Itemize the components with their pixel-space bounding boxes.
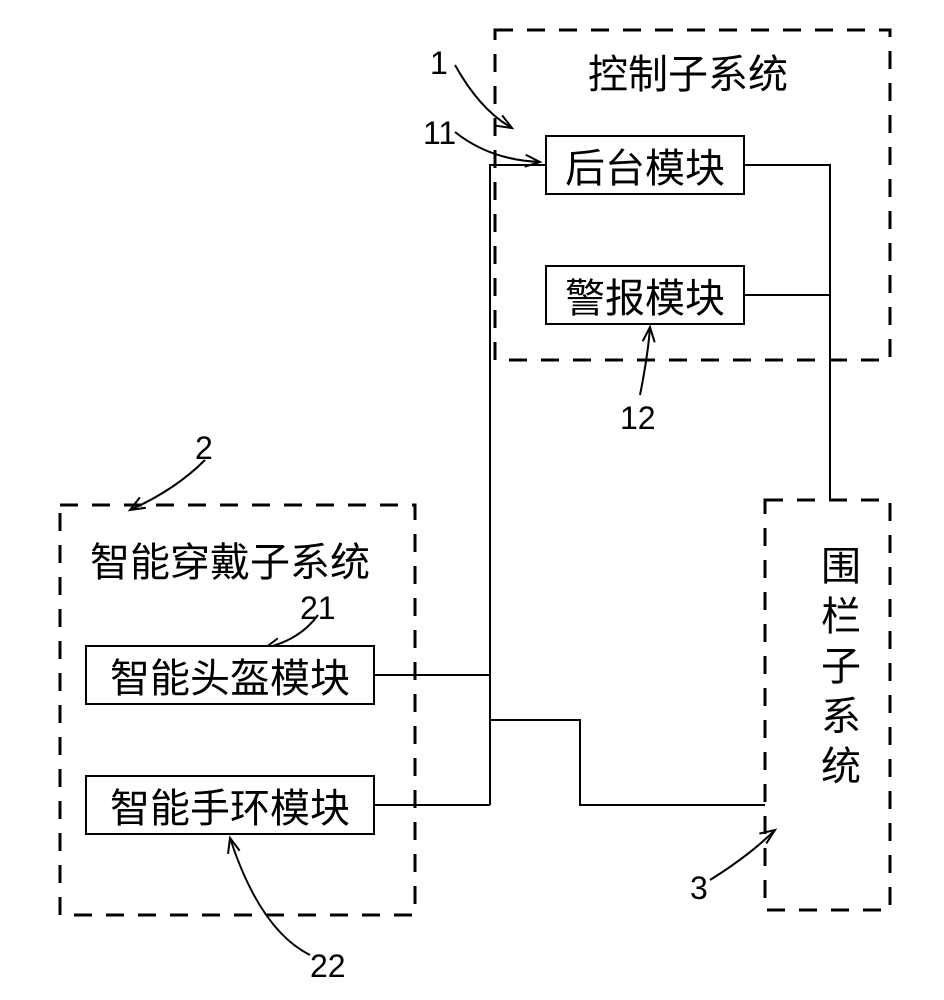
wearable-subsystem-title: 智能穿戴子系统 bbox=[90, 530, 370, 588]
helmet-module-label: 智能头盔模块 bbox=[110, 646, 350, 704]
lead-3 bbox=[710, 830, 775, 880]
connector-layer bbox=[0, 0, 944, 1000]
backend-to-helmet bbox=[375, 165, 545, 675]
ah-3 bbox=[759, 830, 775, 843]
lead-1 bbox=[455, 65, 512, 128]
alarm-module-box: 警报模块 bbox=[545, 265, 745, 325]
ref-11: 11 bbox=[423, 115, 456, 152]
ref-1: 1 bbox=[430, 45, 448, 82]
ah-22 bbox=[228, 838, 240, 854]
diagram-canvas: 控制子系统 智能穿戴子系统 围栏子系统 后台模块 警报模块 智能头盔模块 智能手… bbox=[0, 0, 944, 1000]
ref-3: 3 bbox=[690, 870, 708, 907]
ah-11 bbox=[525, 155, 540, 167]
lead-12 bbox=[640, 327, 650, 395]
ref-22: 22 bbox=[310, 948, 346, 985]
ref-12: 12 bbox=[620, 400, 656, 437]
helmet-module-box: 智能头盔模块 bbox=[85, 645, 375, 705]
ah-12 bbox=[643, 327, 655, 342]
backend-to-alarm-right bbox=[745, 165, 830, 295]
band-module-box: 智能手环模块 bbox=[85, 775, 375, 835]
lead-2 bbox=[130, 460, 205, 510]
helmet-band-to-fence bbox=[490, 720, 765, 805]
lead-11 bbox=[455, 132, 540, 162]
control-subsystem-title: 控制子系统 bbox=[588, 42, 788, 100]
fence-subsystem-title: 围栏子系统 bbox=[808, 545, 866, 795]
band-module-label: 智能手环模块 bbox=[110, 776, 350, 834]
backend-to-band bbox=[375, 675, 490, 805]
ref-21: 21 bbox=[300, 590, 336, 627]
ah-1 bbox=[496, 115, 512, 128]
alarm-module-label: 警报模块 bbox=[565, 266, 725, 324]
ah-2 bbox=[130, 497, 146, 510]
backend-module-label: 后台模块 bbox=[565, 136, 725, 194]
lead-22 bbox=[230, 838, 310, 955]
backend-module-box: 后台模块 bbox=[545, 135, 745, 195]
ref-2: 2 bbox=[195, 430, 213, 467]
